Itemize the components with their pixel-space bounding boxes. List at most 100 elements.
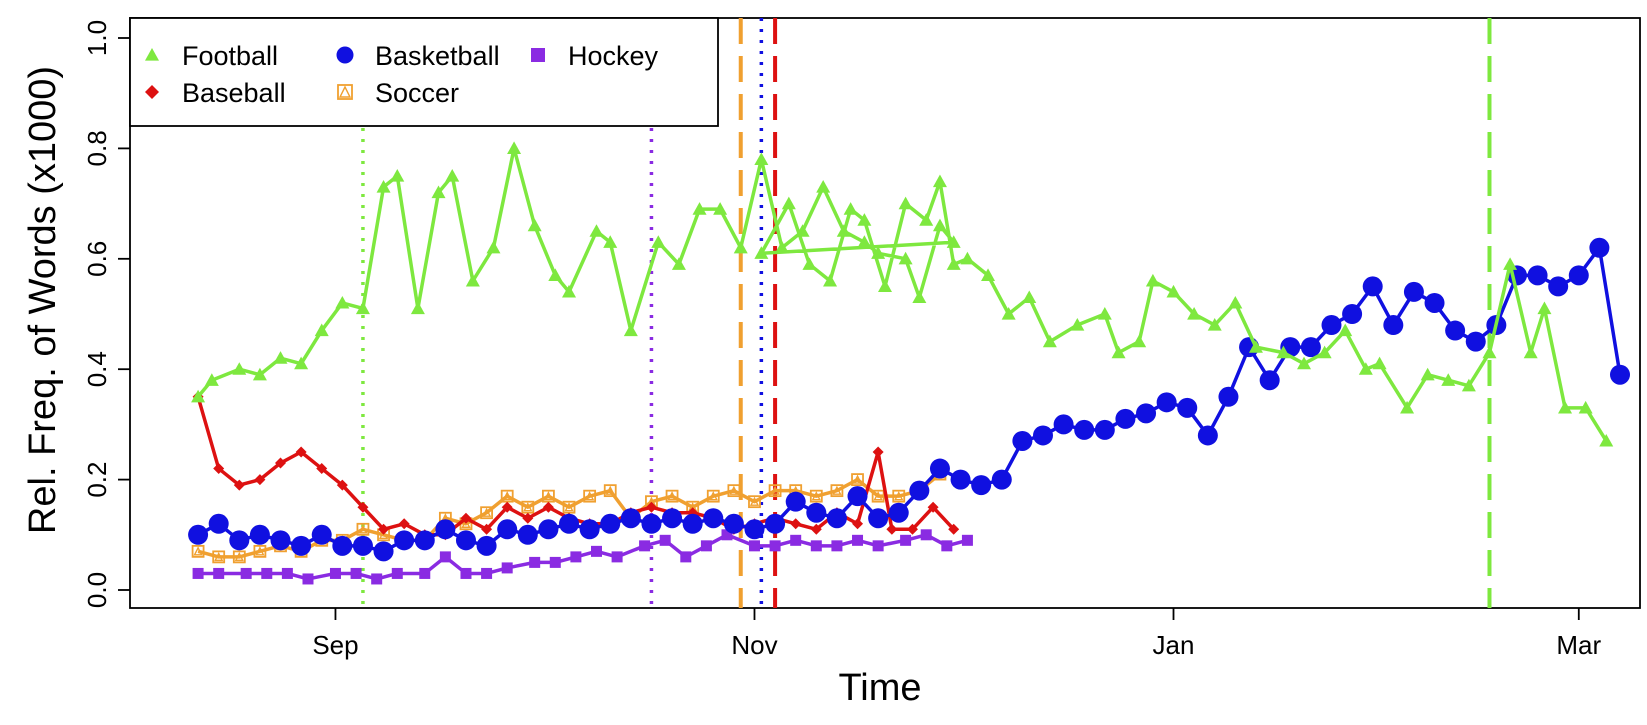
data-point [229,530,249,550]
x-tick-label: Jan [1153,630,1195,660]
data-point [232,362,246,375]
x-tick-label: Mar [1556,630,1601,660]
data-point [335,296,349,309]
data-point [921,529,932,540]
data-point [662,508,682,528]
data-point [213,568,224,579]
data-point [271,530,291,550]
data-point [1466,332,1486,352]
legend-label: Hockey [568,41,659,71]
data-point [518,525,538,545]
series-line [198,148,1606,441]
data-point [933,175,947,188]
data-point [1146,274,1160,287]
data-point [282,568,293,579]
data-point [1054,414,1074,434]
legend-label: Soccer [375,78,459,108]
data-point [790,518,801,529]
data-point [1363,276,1383,296]
data-point [900,535,911,546]
data-point [1301,337,1321,357]
x-axis-title: Time [838,667,921,709]
data-point [802,257,816,270]
data-point [589,224,603,237]
data-point [456,530,476,550]
data-point [1228,296,1242,309]
data-point [1198,425,1218,445]
data-point [1157,392,1177,412]
data-point [886,524,897,535]
data-point [765,514,785,534]
data-point [559,514,579,534]
data-point [868,508,888,528]
data-point [353,536,373,556]
data-point [641,514,661,534]
y-tick-label: 0.6 [82,241,112,277]
y-tick-label: 0.2 [82,462,112,498]
y-axis-title: Rel. Freq. of Words (x1000) [22,66,64,534]
x-tick-label: Nov [731,630,777,660]
data-point [621,508,641,528]
data-point [302,573,313,584]
data-point [411,301,425,314]
data-point [486,241,500,254]
data-point [209,514,229,534]
data-point [1136,403,1156,423]
data-point [770,540,781,551]
data-point [1445,321,1465,341]
data-point [930,459,950,479]
data-point [1421,368,1435,381]
x-tick-label: Sep [312,630,358,660]
legend-marker [337,47,354,64]
data-point [291,536,311,556]
data-point [188,525,208,545]
data-point [701,540,712,551]
data-point [241,568,252,579]
series-football [191,141,1613,446]
data-point [1012,431,1032,451]
data-point [332,536,352,556]
data-point [497,519,517,539]
data-point [312,525,332,545]
data-point [873,447,884,458]
data-point [852,535,863,546]
data-point [749,540,760,551]
data-point [873,540,884,551]
data-point [848,486,868,506]
data-point [600,514,620,534]
data-point [261,568,272,579]
data-point [415,530,435,550]
data-point [477,536,497,556]
data-point [440,551,451,562]
data-point [1098,307,1112,320]
data-point [844,202,858,215]
data-point [962,535,973,546]
data-point [550,557,561,568]
data-point [330,568,341,579]
data-point [660,535,671,546]
data-point [651,235,665,248]
data-point [1095,420,1115,440]
data-point [374,541,394,561]
data-point [912,290,926,303]
data-point [624,324,638,337]
data-point [1342,304,1362,324]
data-point [1503,257,1517,270]
legend-label: Football [182,41,278,71]
data-point [1524,346,1538,359]
data-point [960,252,974,265]
data-point [683,514,703,534]
data-point [790,535,801,546]
data-point [460,568,471,579]
data-point [941,540,952,551]
data-point [481,568,492,579]
data-point [1321,315,1341,335]
data-point [1383,315,1403,335]
data-point [1589,238,1609,258]
data-point [703,508,723,528]
data-point [1074,420,1094,440]
data-point [390,169,404,182]
data-point [744,519,764,539]
data-point [1022,290,1036,303]
data-point [724,514,744,534]
